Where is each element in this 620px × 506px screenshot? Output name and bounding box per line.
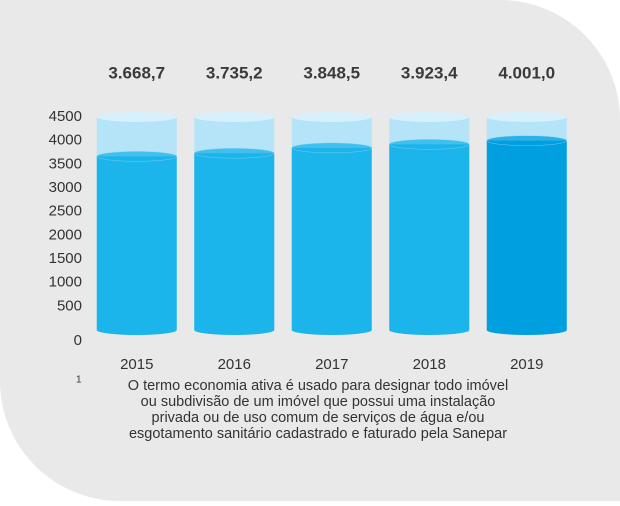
x-tick-label: 2019	[510, 356, 543, 373]
footnote-line: O termo economia ativa é usado para desi…	[128, 378, 508, 394]
y-tick-label: 2500	[49, 203, 82, 220]
value-label: 3.923,4	[401, 63, 458, 82]
value-label: 3.848,5	[303, 63, 360, 82]
y-tick-label: 2000	[49, 226, 82, 243]
y-tick-label: 0	[74, 332, 82, 349]
bar-track-top	[96, 112, 177, 122]
value-label: 4.001,0	[498, 63, 555, 82]
bar-track-top	[389, 112, 470, 122]
value-label: 3.735,2	[206, 63, 263, 82]
bar-top	[389, 139, 470, 150]
footnote-line: esgotamento sanitário cadastrado e fatur…	[129, 426, 507, 442]
bar	[194, 153, 275, 335]
bar-top	[291, 142, 372, 154]
y-tick-label: 4000	[49, 132, 82, 149]
bar-top	[96, 151, 177, 162]
x-tick-label: 2016	[218, 356, 251, 373]
y-tick-label: 3000	[49, 179, 82, 196]
bar	[291, 147, 372, 335]
bar-top	[194, 147, 275, 159]
y-tick-label: 1500	[49, 250, 82, 267]
x-tick-label: 2018	[413, 356, 446, 373]
bar	[96, 156, 177, 335]
y-tick-label: 1000	[49, 274, 82, 291]
bar	[389, 144, 470, 335]
value-label: 3.668,7	[108, 63, 165, 82]
y-tick-label: 3500	[49, 155, 82, 172]
bar-track-top	[486, 112, 567, 122]
bar-track-top	[194, 112, 275, 122]
y-tick-label: 500	[57, 297, 82, 314]
bar-track-top	[291, 112, 372, 122]
x-tick-label: 2017	[315, 356, 348, 373]
footnote-line: privada ou de uso comum de serviços de á…	[152, 410, 485, 426]
bar-top	[486, 135, 567, 146]
x-tick-label: 2015	[120, 356, 153, 373]
footnote-marker: 1	[76, 375, 82, 386]
y-tick-label: 4500	[49, 108, 82, 125]
bar	[486, 140, 567, 335]
footnote-line: ou subdivisão de um imóvel que possui um…	[141, 394, 496, 410]
